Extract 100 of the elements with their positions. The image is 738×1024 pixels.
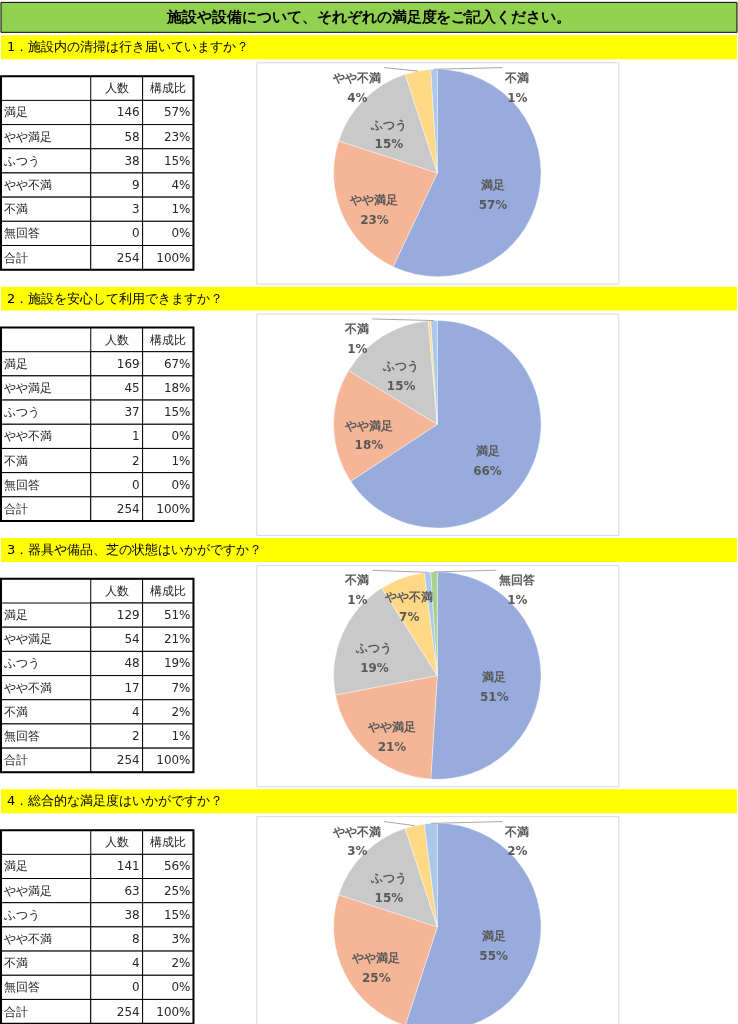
text: 63 <box>124 883 140 898</box>
text: 15% <box>163 405 191 420</box>
data-label: 15% <box>386 379 416 394</box>
text: やや満足 <box>3 129 52 144</box>
text: 人数 <box>104 81 129 96</box>
slice-label: 不満 <box>504 824 530 839</box>
text: 146 <box>116 105 140 120</box>
text: 1% <box>171 729 191 744</box>
data-label: 1% <box>347 341 368 356</box>
data-label: 15% <box>374 137 404 152</box>
slice-label: やや不満 <box>332 824 382 839</box>
text: 満足 <box>3 105 28 120</box>
slice-label: 無回答 <box>498 573 537 588</box>
text: 23% <box>163 129 191 144</box>
text: 38 <box>124 153 140 168</box>
text: 合計 <box>3 1004 28 1019</box>
slice-label: ふつう <box>382 359 420 374</box>
text: 2 <box>132 453 140 468</box>
text: 37 <box>124 405 140 420</box>
text: 1．施設内の清掃は行き届いていますか？ <box>6 39 250 55</box>
slice-label: やや不満 <box>332 70 382 85</box>
text: 満足 <box>3 859 28 874</box>
text: 141 <box>116 859 140 874</box>
text: 51% <box>163 608 191 623</box>
slice-label: 不満 <box>504 70 530 85</box>
text: 100% <box>156 501 191 516</box>
text: 4 <box>132 704 140 719</box>
text: 254 <box>116 250 140 265</box>
text: 15% <box>163 153 191 168</box>
text: 100% <box>156 1004 191 1019</box>
data-label: 21% <box>377 739 407 754</box>
text: 7% <box>171 680 191 695</box>
text: 4．総合的な満足度はいかがですか？ <box>6 793 224 809</box>
text: 人数 <box>104 583 129 598</box>
text: 1 <box>132 429 140 444</box>
text: 254 <box>116 501 140 516</box>
text: やや不満 <box>3 931 52 946</box>
slice-label: やや満足 <box>343 418 393 433</box>
text: 構成比 <box>150 583 187 598</box>
text: 無回答 <box>3 980 40 995</box>
text: 無回答 <box>3 226 40 241</box>
text: 67% <box>163 356 191 371</box>
text: 9 <box>132 178 140 193</box>
text: 169 <box>116 356 140 371</box>
text: 構成比 <box>150 835 187 850</box>
text: 0% <box>171 429 191 444</box>
text: 合計 <box>3 753 28 768</box>
text: 人数 <box>104 332 129 347</box>
text: 3．器具や備品、芝の状態はいかがですか？ <box>6 541 263 557</box>
data-label: 66% <box>473 464 502 479</box>
text: ふつう <box>2 405 40 420</box>
text: 48 <box>124 656 140 671</box>
text: 254 <box>116 1004 140 1019</box>
data-label: 3% <box>347 844 368 859</box>
slice-label: ふつう <box>355 641 393 656</box>
text: ふつう <box>2 656 40 671</box>
text: 25% <box>163 883 191 898</box>
text: 構成比 <box>150 81 187 96</box>
data-label: 51% <box>480 690 509 705</box>
text: やや満足 <box>3 632 52 647</box>
text: 8 <box>132 931 140 946</box>
text: 合計 <box>3 501 28 516</box>
slice-label: やや不満 <box>384 590 434 605</box>
text: 人数 <box>104 835 129 850</box>
text: やや満足 <box>3 883 52 898</box>
text: 不満 <box>3 956 28 971</box>
text: 2 <box>132 729 140 744</box>
slice-label: ふつう <box>369 871 407 886</box>
text: 0% <box>171 226 191 241</box>
data-label: 19% <box>360 661 389 676</box>
text: 100% <box>156 250 191 265</box>
text: 0% <box>171 980 191 995</box>
text: やや不満 <box>3 178 52 193</box>
text: 満足 <box>3 356 28 371</box>
text: やや満足 <box>3 380 52 395</box>
text: 2% <box>171 704 191 719</box>
text: 2% <box>171 956 191 971</box>
text: 45 <box>124 380 140 395</box>
text: 21% <box>163 632 191 647</box>
slice-label: 不満 <box>344 573 370 588</box>
data-label: 2% <box>507 844 528 859</box>
slice-label: 不満 <box>344 321 370 336</box>
text: 0 <box>132 477 140 492</box>
text: 38 <box>124 907 140 922</box>
text: 0% <box>171 477 191 492</box>
data-label: 18% <box>354 438 384 453</box>
text: 4 <box>132 956 140 971</box>
data-label: 1% <box>507 90 528 105</box>
data-label: 25% <box>362 970 391 985</box>
text: 構成比 <box>150 332 187 347</box>
text: やや不満 <box>3 429 52 444</box>
data-label: 23% <box>360 213 389 228</box>
text: 57% <box>163 105 191 120</box>
text: 3% <box>171 931 191 946</box>
slice-label: 満足 <box>479 178 505 193</box>
text: 58 <box>124 129 140 144</box>
data-label: 15% <box>374 891 404 906</box>
text: 54 <box>124 632 140 647</box>
slice-label: 満足 <box>481 670 507 685</box>
text: 不満 <box>3 202 28 217</box>
